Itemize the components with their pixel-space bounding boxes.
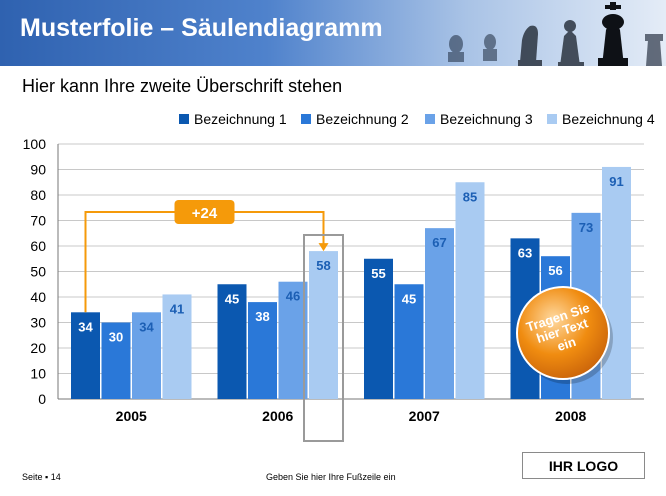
data-label: 38 [255, 309, 269, 324]
data-label: 85 [463, 189, 477, 204]
y-tick-label: 70 [30, 213, 46, 229]
bar [455, 182, 485, 399]
legend-swatch [301, 114, 311, 124]
data-label: 63 [518, 245, 532, 260]
data-label: 30 [109, 330, 123, 345]
bar [394, 284, 424, 399]
slide-title: Musterfolie – Säulendiagramm [20, 14, 383, 42]
bar [602, 166, 631, 399]
footer-page-number: Seite ▪ 14 [22, 472, 61, 482]
y-tick-label: 60 [30, 238, 46, 254]
legend-swatch [547, 114, 557, 124]
y-tick-label: 50 [30, 264, 46, 280]
bar [132, 312, 161, 399]
growth-badge-label: +24 [192, 205, 218, 222]
y-tick-label: 20 [30, 340, 46, 356]
y-tick-label: 90 [30, 162, 46, 178]
growth-badge [174, 200, 235, 224]
bar [101, 322, 131, 399]
y-tick-label: 80 [30, 187, 46, 203]
y-tick-label: 10 [30, 366, 46, 382]
bar [71, 312, 100, 399]
data-label: 34 [78, 319, 93, 334]
y-tick-label: 0 [38, 391, 46, 407]
x-tick-label: 2008 [555, 408, 586, 424]
data-label: 58 [316, 258, 330, 273]
subtitle: Hier kann Ihre zweite Überschrift stehen [22, 76, 343, 96]
data-label: 41 [170, 301, 184, 316]
data-label: 91 [609, 174, 623, 189]
legend-label: Bezeichnung 2 [316, 111, 409, 127]
chess-pieces-icon [448, 2, 663, 66]
bar [309, 251, 338, 399]
legend-swatch [425, 114, 435, 124]
footer-text: Geben Sie hier Ihre Fußzeile ein [266, 472, 396, 482]
data-label: 45 [402, 291, 416, 306]
title-banner: Musterfolie – Säulendiagramm [0, 0, 666, 66]
data-label: 67 [432, 235, 446, 250]
data-label: 46 [286, 289, 300, 304]
bar [248, 302, 277, 399]
x-tick-label: 2006 [262, 408, 293, 424]
callout-circle [516, 286, 610, 380]
data-label: 34 [139, 319, 154, 334]
legend-swatch [179, 114, 189, 124]
legend-label: Bezeichnung 1 [194, 111, 287, 127]
bar [364, 258, 393, 399]
bar [162, 294, 192, 399]
bar [278, 281, 308, 399]
data-label: 73 [579, 220, 593, 235]
bar [425, 228, 454, 399]
data-label: 55 [371, 266, 385, 281]
data-label: 45 [225, 291, 239, 306]
y-tick-label: 30 [30, 315, 46, 331]
x-tick-label: 2007 [409, 408, 440, 424]
data-label: 56 [548, 263, 562, 278]
legend-label: Bezeichnung 4 [562, 111, 655, 127]
highlight-frame [303, 234, 344, 442]
y-tick-label: 40 [30, 289, 46, 305]
bar [217, 284, 247, 399]
logo-text: IHR LOGO [548, 457, 619, 474]
logo: IHR LOGO [522, 452, 645, 479]
y-tick-label: 100 [23, 136, 47, 152]
legend-label: Bezeichnung 3 [440, 111, 533, 127]
x-tick-label: 2005 [116, 408, 147, 424]
growth-arrow-head [318, 243, 329, 252]
